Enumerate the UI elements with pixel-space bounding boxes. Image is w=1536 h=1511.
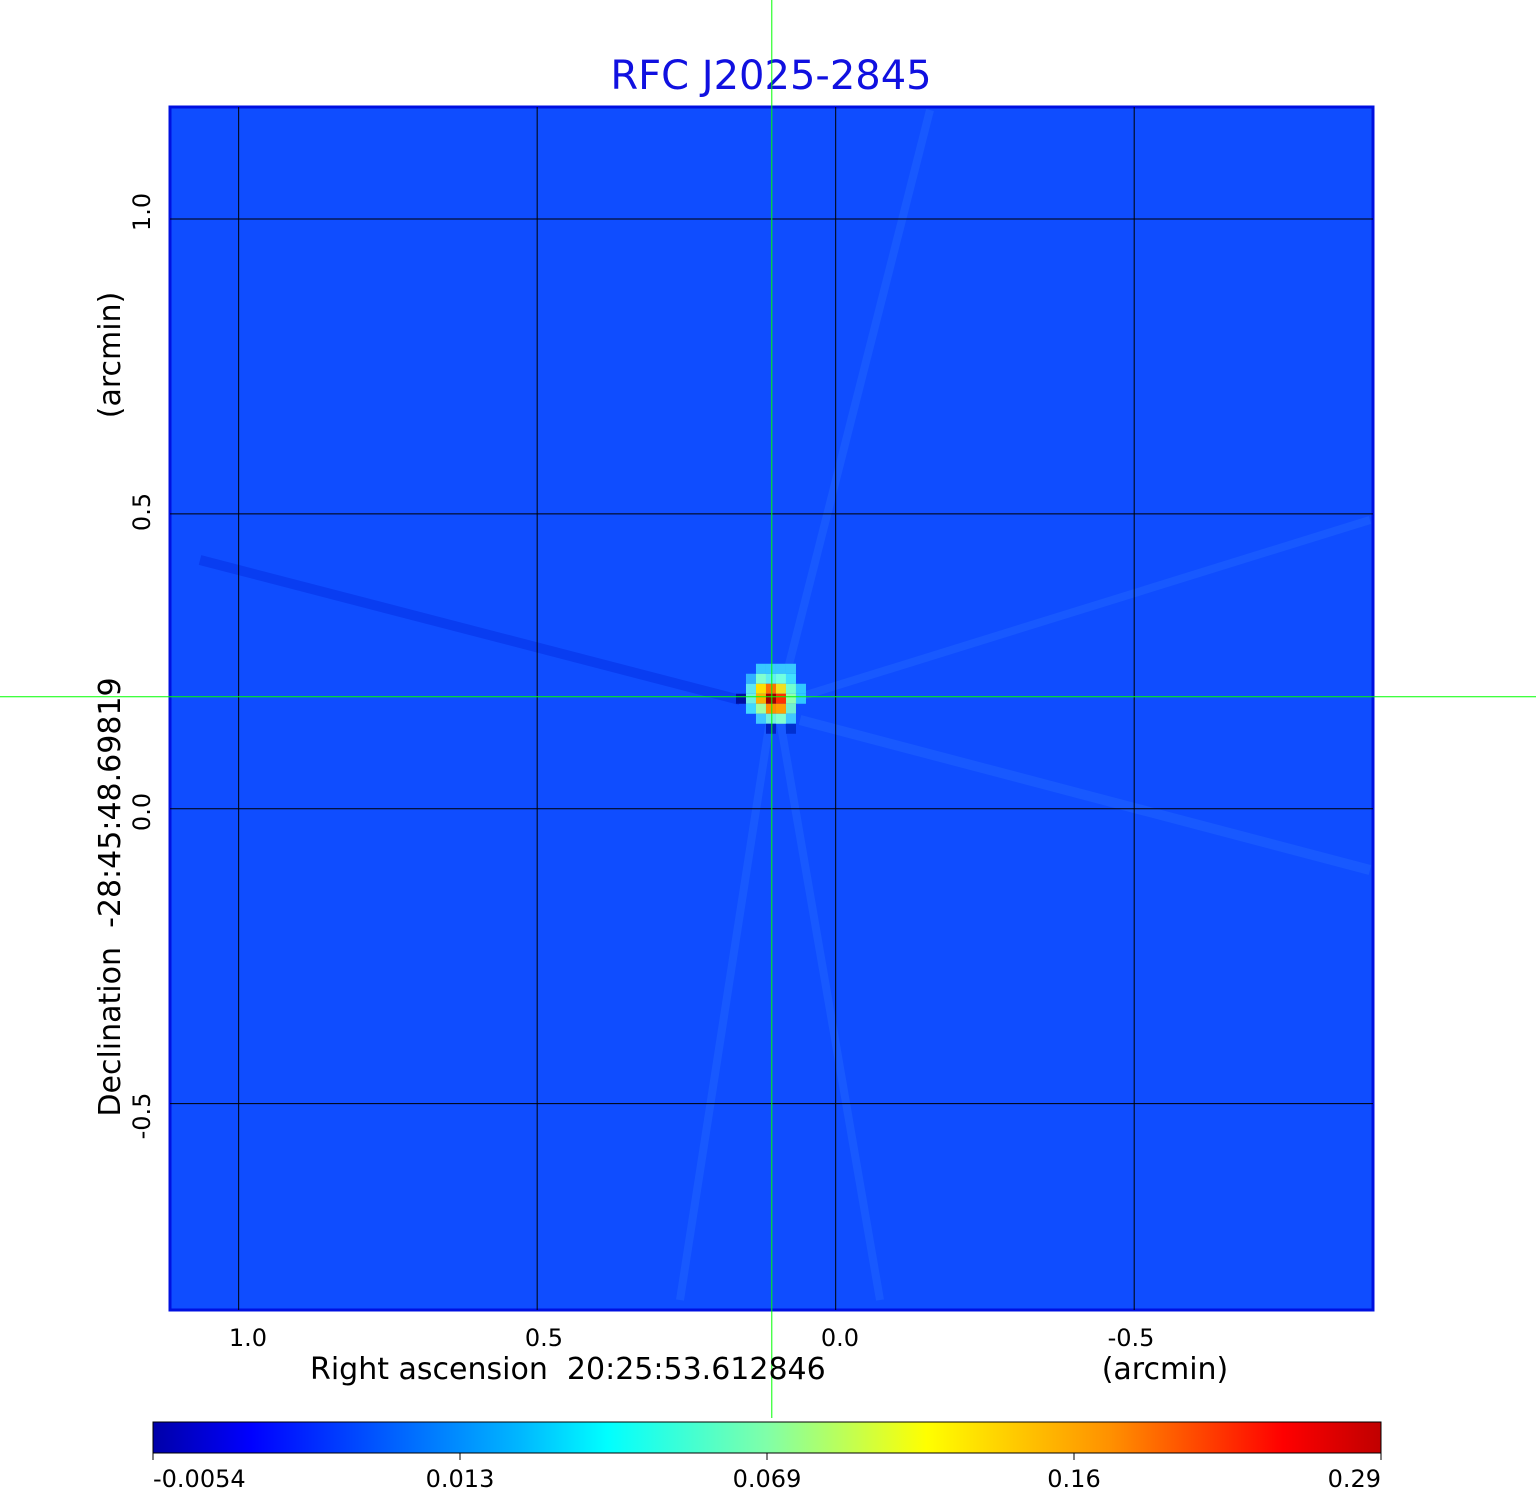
colorbar-tick-label: -0.0054 [153,1465,246,1493]
source-pixel [755,663,766,674]
source-pixel [785,673,796,684]
source-pixel [765,663,776,674]
x-axis-unit: (arcmin) [1102,1352,1229,1387]
source-pixel [785,663,796,674]
source-pixel [745,703,756,714]
colorbar: -0.0054 0.013 0.069 0.16 0.29 [152,1421,1382,1493]
y-tick-label: 0.5 [128,493,156,531]
colorbar-tick-label: 0.16 [1047,1465,1100,1493]
source-pixel [765,723,776,734]
colorbar-tick-label: 0.29 [1328,1465,1381,1493]
source-pixel [785,703,796,714]
source-pixel [775,703,786,714]
source-pixel [745,673,756,684]
colorbar-ticks [152,1453,1382,1460]
streak [776,719,884,1301]
x-axis: 1.0 0.5 0.0 -0.5 Right ascension 20:25:5… [229,1324,1228,1387]
y-axis-unit: (arcmin) [93,292,128,419]
source-pixel [765,673,776,684]
source-pixel [775,713,786,724]
streak [776,109,934,701]
source-pixel [765,693,776,704]
source-pixel [745,693,756,704]
source-pixel [755,693,766,704]
x-tick-label: -0.5 [1108,1324,1155,1352]
source-pixel [765,683,776,694]
colorbar-tick-label: 0.013 [426,1465,495,1493]
streak [198,555,742,705]
x-axis-label: Right ascension 20:25:53.612846 [310,1352,826,1387]
y-axis: 1.0 0.5 0.0 -0.5 Declination -28:45:48.6… [93,193,156,1140]
radio-source [735,663,806,734]
source-pixel [785,723,796,734]
streak [788,516,1372,704]
source-pixel [765,703,776,714]
source-pixel [745,683,756,694]
source-pixel [785,683,796,694]
sidelobe-streaks [198,109,1372,1301]
streak [676,719,774,1301]
source-pixel [765,713,776,724]
source-pixel [755,683,766,694]
source-pixel [785,713,796,724]
x-tick-label: 1.0 [229,1324,267,1352]
colorbar-gradient [152,1421,1382,1454]
x-tick-label: 0.5 [525,1324,563,1352]
y-tick-label: -0.5 [128,1093,156,1140]
source-pixel [795,693,806,704]
source-pixel [775,693,786,704]
source-pixel [755,713,766,724]
source-pixel [775,683,786,694]
source-pixel [795,683,806,694]
source-pixel [775,663,786,674]
source-pixel [735,693,746,704]
source-pixel [775,673,786,684]
source-pixel [755,673,766,684]
y-axis-label: Declination -28:45:48.69819 [93,677,128,1116]
chart-title: RFC J2025-2845 [610,53,931,99]
source-pixel [755,703,766,714]
colorbar-tick-label: 0.069 [733,1465,802,1493]
y-tick-label: 1.0 [128,193,156,231]
source-pixel [785,693,796,704]
x-tick-label: 0.0 [821,1324,859,1352]
y-tick-label: 0.0 [128,793,156,831]
streak [798,715,1372,875]
